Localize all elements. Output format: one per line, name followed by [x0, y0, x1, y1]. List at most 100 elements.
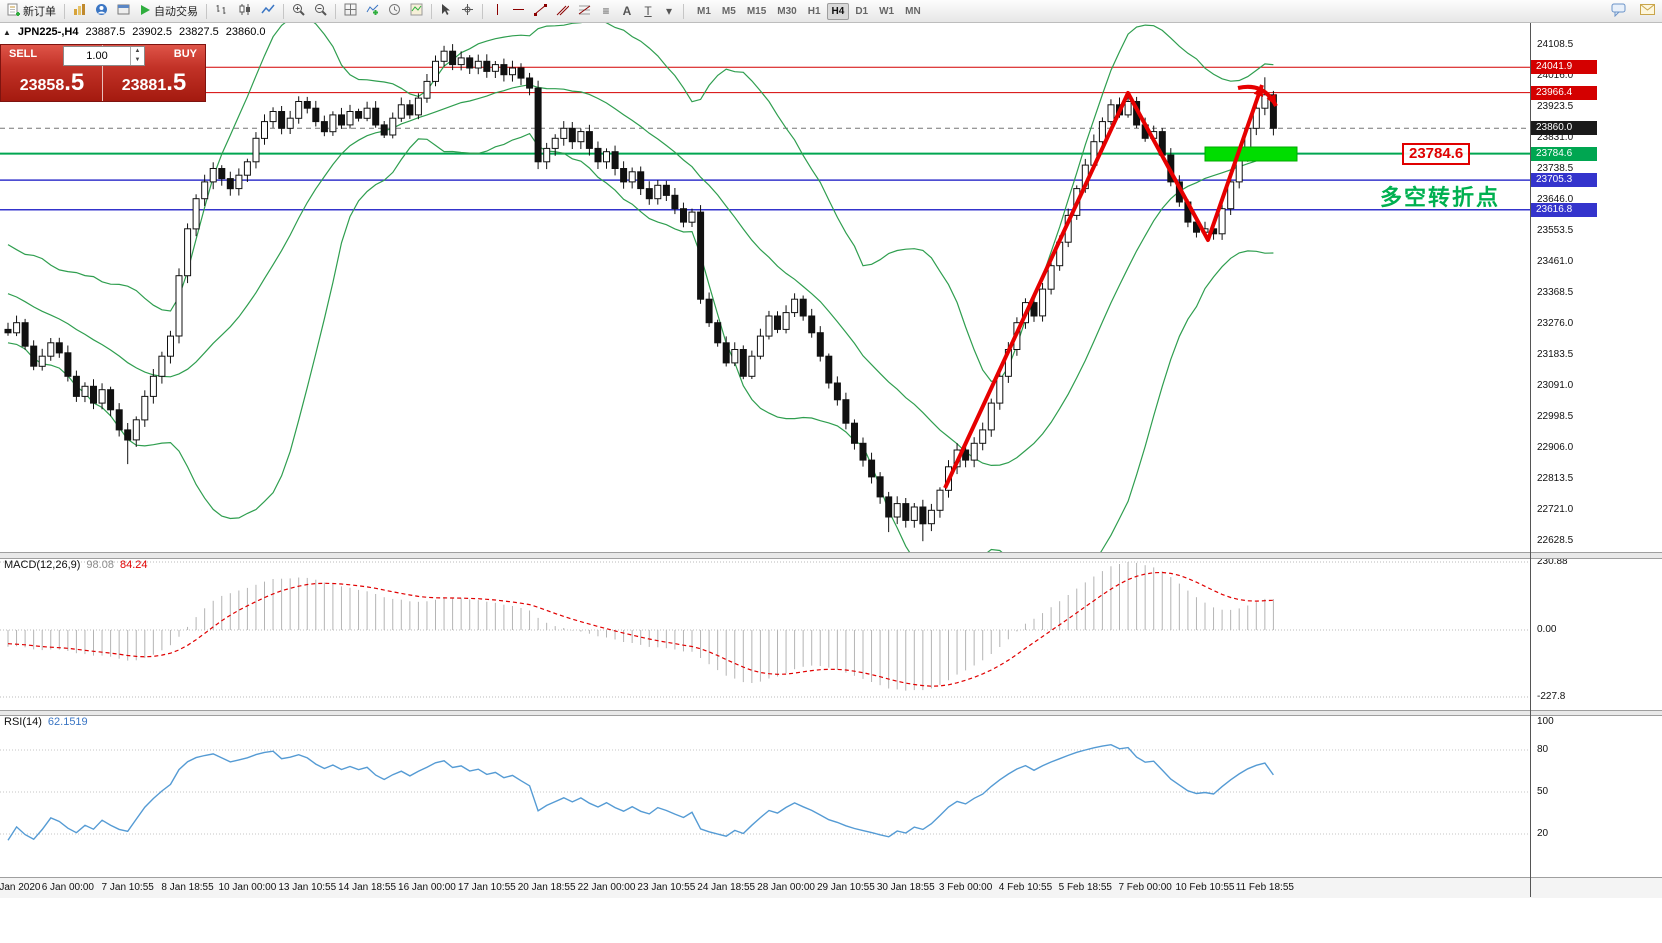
new-order-button[interactable]: 新订单: [3, 2, 60, 21]
indicators-button[interactable]: [362, 2, 383, 21]
candle: [372, 101, 380, 128]
cursor-icon: [440, 3, 452, 19]
timeframe-h1[interactable]: H1: [803, 3, 826, 20]
price-tick: 23183.5: [1537, 349, 1574, 360]
macd-title: MACD(12,26,9) 98.08 84.24: [4, 559, 147, 571]
timeframe-m1[interactable]: M1: [692, 3, 716, 20]
turning-point-note[interactable]: 多空转折点: [1380, 185, 1501, 210]
panel-splitter[interactable]: [0, 710, 1662, 716]
candle: [748, 350, 756, 379]
timeframe-group: M1 M5 M15 M30 H1 H4 D1 W1 MN: [692, 2, 926, 20]
cursor-button[interactable]: [436, 2, 456, 21]
mail-button[interactable]: [1636, 2, 1659, 21]
candle: [585, 124, 593, 156]
candle: [534, 80, 542, 170]
candle: [705, 292, 713, 327]
spinner-up-icon[interactable]: ▲: [134, 48, 141, 54]
timeframe-m30[interactable]: M30: [772, 3, 801, 20]
timeframe-m15[interactable]: M15: [742, 3, 771, 20]
highlight-box[interactable]: [1204, 146, 1298, 162]
main-chart[interactable]: [0, 22, 1530, 552]
tile-windows-button[interactable]: [340, 2, 361, 21]
candle: [107, 386, 115, 417]
toolbar-separator: [64, 3, 65, 19]
charts-icon: [73, 3, 86, 19]
time-label: 30 Jan 18:55: [876, 882, 935, 893]
candle: [149, 369, 157, 404]
horizontal-line-button[interactable]: [508, 2, 529, 21]
crosshair-button[interactable]: [457, 2, 478, 21]
trendline-button[interactable]: [530, 2, 551, 21]
timeframe-h4[interactable]: H4: [826, 2, 850, 20]
candle: [38, 348, 46, 371]
trend-zigzag[interactable]: [943, 84, 1264, 489]
profile-button[interactable]: [91, 2, 112, 21]
timeframe-w1[interactable]: W1: [874, 3, 899, 20]
candle: [739, 345, 747, 380]
chat-icon: [1611, 3, 1626, 20]
candle: [286, 110, 294, 134]
zoom-out-button[interactable]: [310, 2, 331, 21]
candle: [432, 55, 439, 87]
rsi-panel[interactable]: [0, 714, 1530, 877]
candle: [842, 392, 850, 430]
toolbar-right-icons: [1607, 2, 1662, 21]
channel-button[interactable]: [552, 2, 573, 21]
price-callout[interactable]: 23784.6: [1402, 143, 1471, 165]
rsi-axis-label: 100: [1537, 716, 1554, 727]
spinner-down-icon[interactable]: ▼: [134, 57, 141, 63]
text-label-button[interactable]: T: [638, 2, 658, 21]
candle: [115, 403, 123, 437]
text-button[interactable]: A: [617, 2, 637, 21]
candle: [645, 181, 653, 205]
objects-dropdown-button[interactable]: ▾: [659, 2, 679, 21]
shapes-button[interactable]: ≡: [596, 2, 616, 21]
candlestick-chart-button[interactable]: [234, 2, 256, 21]
line-chart-button[interactable]: [257, 2, 279, 21]
time-label: 22 Jan 00:00: [577, 882, 636, 893]
macd-panel[interactable]: [0, 557, 1530, 710]
timeframe-m5[interactable]: M5: [717, 3, 741, 20]
charts-button[interactable]: [69, 2, 90, 21]
zoom-in-button[interactable]: [288, 2, 309, 21]
volume-spinner[interactable]: ▲ ▼: [130, 47, 144, 65]
timeframe-d1[interactable]: D1: [850, 3, 873, 20]
panel-splitter[interactable]: [0, 552, 1662, 559]
price-tag-23616.8: 23616.8: [1531, 203, 1597, 217]
timeframe-mn[interactable]: MN: [900, 3, 926, 20]
one-click-toggle-icon[interactable]: ▲: [3, 27, 11, 37]
terminal-button[interactable]: [113, 2, 134, 21]
price-axis[interactable]: 24108.5 24016.0 23923.5 23831.0 23738.5 23646…: [1530, 0, 1662, 897]
candle: [449, 44, 457, 71]
candle: [414, 93, 422, 120]
vertical-line-button[interactable]: [487, 2, 507, 21]
chat-button[interactable]: [1607, 2, 1630, 21]
candles-layer: [4, 44, 1277, 542]
templates-button[interactable]: [406, 2, 427, 21]
candle: [910, 503, 918, 528]
candle: [21, 318, 29, 350]
candle: [791, 293, 799, 317]
price-tag-23784.6: 23784.6: [1531, 147, 1597, 161]
candle: [338, 107, 345, 129]
time-label: 17 Jan 10:55: [457, 882, 516, 893]
candle: [722, 336, 730, 367]
candle: [474, 54, 482, 75]
templates-icon: [410, 3, 423, 19]
mail-icon: [1640, 4, 1655, 18]
indicators-icon: [366, 3, 379, 19]
candle: [184, 223, 192, 284]
candle: [423, 74, 431, 103]
price-tick: 22998.5: [1537, 411, 1574, 422]
autotrade-button[interactable]: 自动交易: [135, 2, 202, 21]
candle: [346, 104, 354, 129]
period-button[interactable]: [384, 2, 405, 21]
candle: [226, 171, 234, 196]
bar-chart-button[interactable]: [211, 2, 233, 21]
price-tick: 23461.0: [1537, 256, 1574, 267]
candle: [167, 330, 174, 364]
fibonacci-button[interactable]: [574, 2, 595, 21]
volume-input[interactable]: 1.00 ▲ ▼: [63, 46, 145, 66]
